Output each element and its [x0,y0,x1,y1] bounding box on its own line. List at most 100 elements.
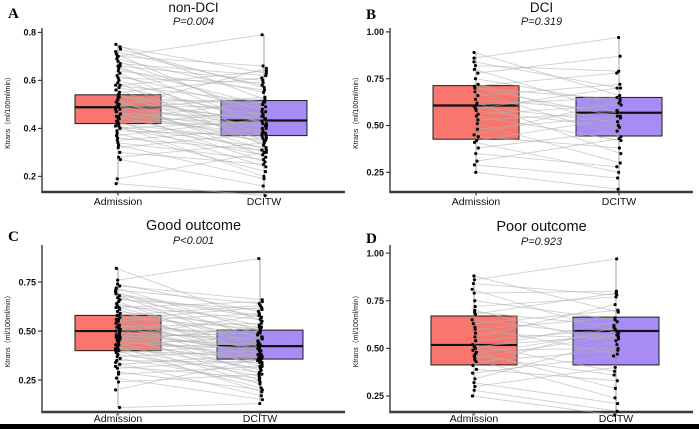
data-point [616,187,620,191]
data-point [613,396,617,400]
pair-line [474,300,616,321]
y-axis-label: Ktrans（ml/100ml/min） [352,73,360,149]
data-point [261,184,265,188]
data-point [473,377,477,381]
pair-line [117,346,261,369]
data-point [114,376,119,380]
data-point [613,386,617,390]
data-point [114,134,119,138]
paired-boxplot-svg-d: Ktrans（ml/100ml/min） 0.25 0.50 0.75 1.00 Admi… [352,245,693,425]
data-point [113,83,118,87]
data-point [117,114,121,118]
data-point [615,129,619,133]
data-point [473,331,478,335]
data-point [116,372,121,376]
data-point [114,360,118,365]
y-tick-label: 0.50 [18,326,36,336]
data-point [615,71,619,75]
data-point [264,71,268,75]
pair-line [475,153,617,168]
data-point [260,335,264,339]
data-point [614,295,618,299]
data-point [116,317,121,321]
data-point [615,95,619,100]
data-point [263,131,267,135]
data-point [264,105,268,109]
pair-line [116,377,263,401]
data-point [473,86,477,90]
pair-line [474,334,619,359]
pair-lines [115,258,263,408]
data-point [612,413,617,417]
panel-p-value: P=0.923 [520,236,563,248]
pair-line [115,125,267,149]
data-point [264,124,268,128]
data-point [476,82,480,86]
data-point [257,313,262,317]
panel-title: Good outcome [145,218,242,234]
data-point [470,287,474,291]
data-point [619,152,623,156]
data-point [264,146,268,150]
data-point [116,146,120,150]
y-axis-label: Ktrans（ml/100ml/min） [4,292,12,368]
data-point [116,278,120,282]
pair-line [478,136,620,149]
pair-lines [471,258,619,416]
data-points [470,257,621,417]
data-point [117,78,121,82]
x-tick-label: Admission [94,413,143,425]
x-tick-label: Admission [452,196,501,208]
data-point [116,380,121,384]
pair-line [118,87,263,117]
data-point [114,107,118,111]
data-point [115,282,120,286]
data-point [473,299,477,303]
pair-line [117,305,261,320]
x-tick-label: DCITW [599,413,633,425]
pair-line [476,115,622,141]
data-point [613,365,617,370]
pair-line [472,395,615,416]
data-point [474,114,479,118]
data-point [475,122,479,126]
data-point [473,312,477,316]
data-point [616,348,620,352]
data-point [615,402,620,406]
data-point [113,124,118,128]
data-point [114,50,118,54]
pair-line [473,382,618,405]
data-point [473,304,477,309]
y-axis-label: Ktrans（ml/100ml/min） [352,292,360,368]
data-point [118,64,122,68]
data-point [471,363,475,368]
pair-line [117,137,262,151]
paired-boxplot-svg-c: Ktrans（ml/100ml/min） 0.25 0.50 0.75 Admissio… [4,245,345,425]
panel-c-good-outcome: C Good outcome P<0.001 Ktrans（ml/100ml/m… [0,213,349,429]
data-point [618,54,622,58]
data-point [117,95,121,99]
pair-line [117,305,261,316]
pair-line [115,358,262,391]
data-point [260,126,264,130]
pair-line [117,151,265,180]
data-point [261,90,266,94]
y-tick-label: 0.4 [23,124,36,134]
data-point [619,103,623,107]
data-point [259,325,264,329]
data-point [116,69,120,73]
data-point [473,90,477,94]
data-point [474,339,478,343]
data-point [115,138,119,142]
pair-line [475,332,619,340]
pair-line [477,55,621,74]
data-point [473,335,477,339]
pair-line [120,48,265,89]
data-point [476,146,480,150]
data-point [261,114,265,118]
panel-b-dci: B DCI P=0.319 Ktrans（ml/100ml/min） 0.25 0.… [349,0,699,213]
panel-p-value: P=0.004 [172,16,215,28]
data-point [261,153,265,157]
data-point [615,329,619,333]
data-point [614,339,618,343]
